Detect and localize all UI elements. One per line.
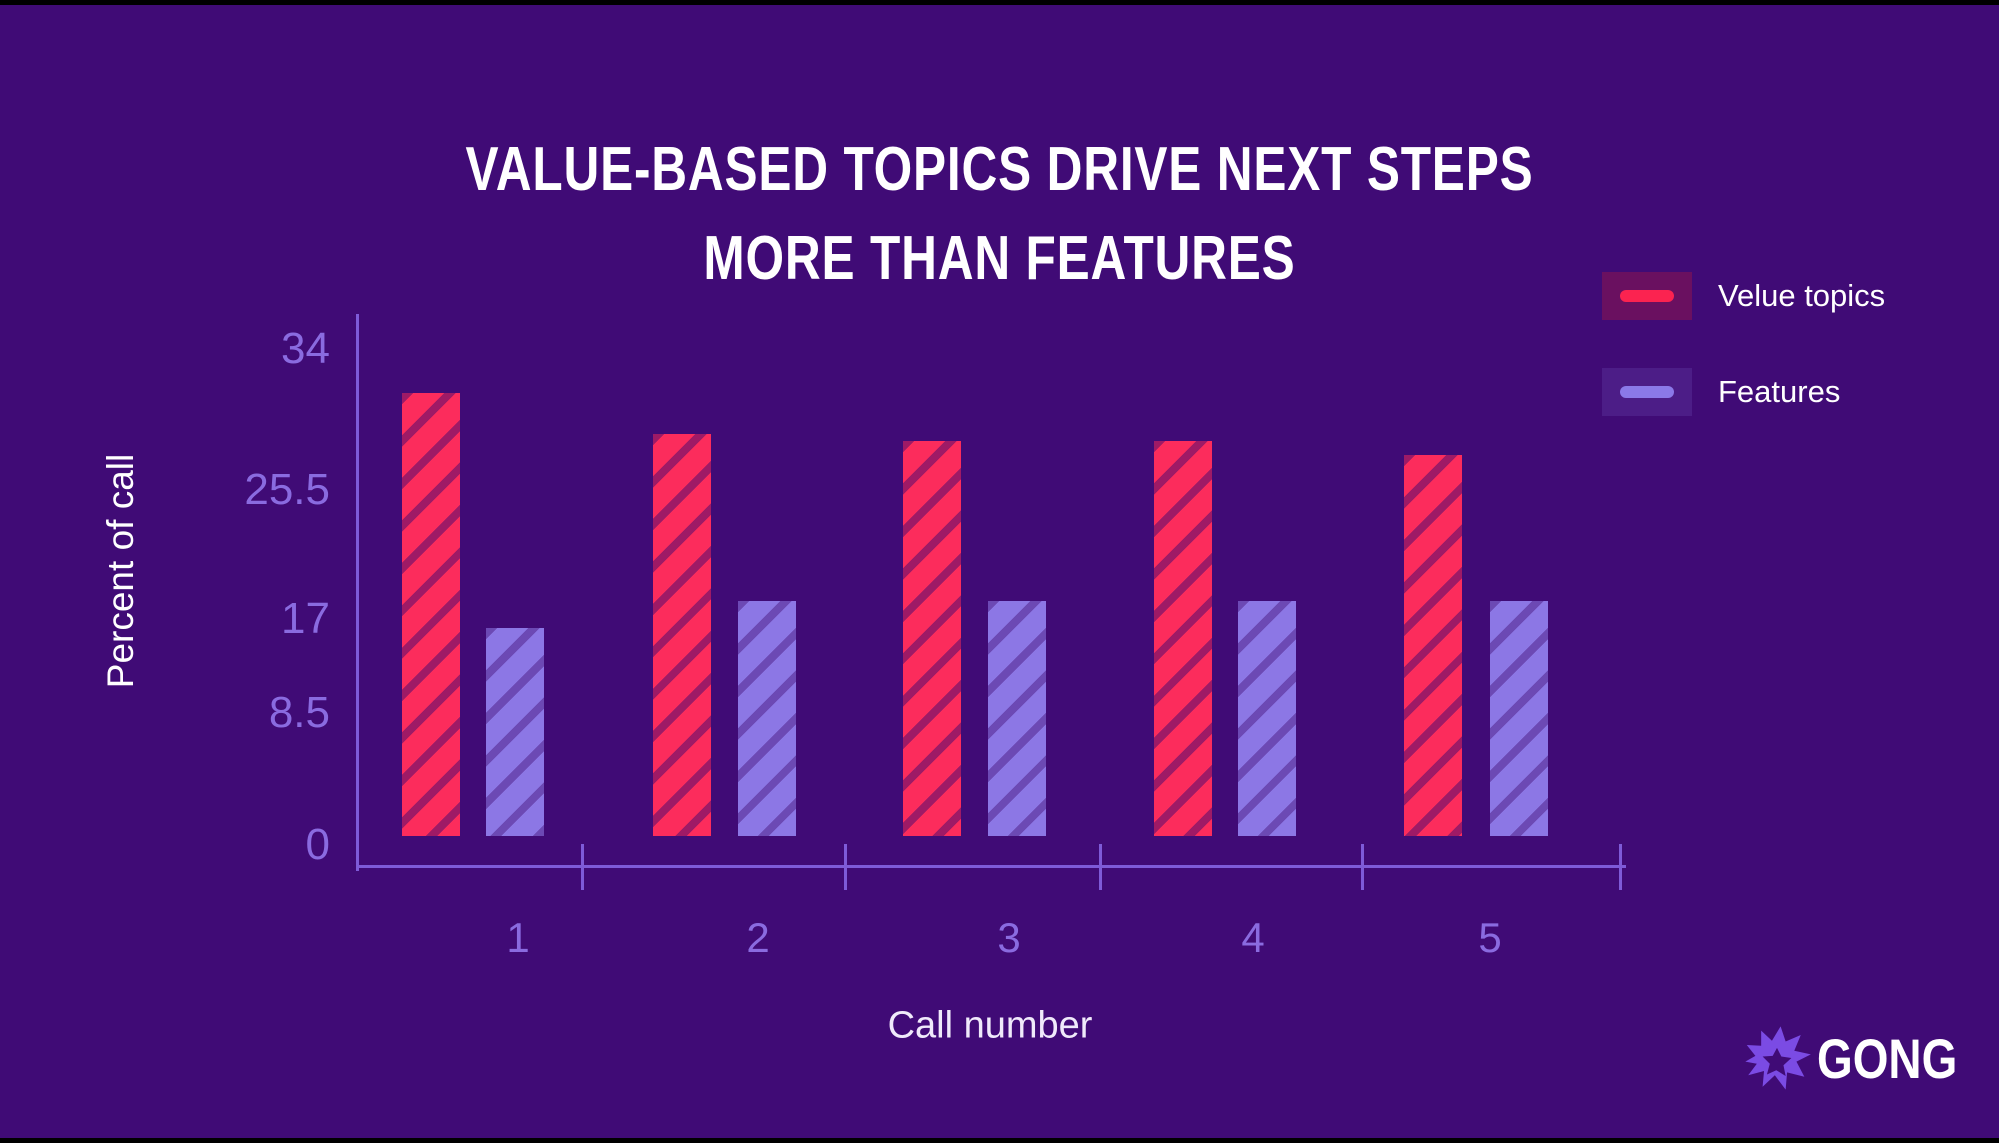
y-axis-line [356,314,359,871]
legend-label-value-topics: Velue topics [1718,278,1886,313]
bar-value-topics-1 [402,393,460,836]
gong-logo: GONG [1741,1020,1988,1096]
legend-item-features: Features [1602,368,1885,416]
legend: Velue topics Features [1602,272,1885,464]
chart-title-line-1: VALUE-BASED TOPICS DRIVE NEXT STEPS [465,134,1534,204]
bar-features-4 [1238,601,1296,836]
x-tick-label-4: 4 [1241,914,1265,961]
x-axis-tick-5 [1619,844,1622,890]
x-axis-line [356,865,1626,868]
top-black-strip [0,0,1999,5]
value-topics-dash-icon [1620,290,1674,302]
x-axis-tick-3 [1099,844,1102,890]
chart-title-line-2: MORE THAN FEATURES [703,223,1296,293]
x-axis-tick-4 [1361,844,1364,890]
y-tick-label-34: 34 [281,323,330,373]
legend-item-value-topics: Velue topics [1602,272,1885,320]
x-tick-label-5: 5 [1478,914,1502,961]
y-tick-label-25.5: 25.5 [244,465,330,515]
y-axis-tick-labels: 34 25.5 17 8.5 0 [0,314,330,869]
plot-area: 1 2 3 4 5 [356,314,1632,961]
x-tick-label-1: 1 [506,914,530,961]
bar-value-topics-3 [903,441,961,836]
bar-features-3 [988,601,1046,836]
y-tick-label-8.5: 8.5 [268,687,330,737]
legend-swatch-value-topics [1602,272,1692,320]
chart-title: VALUE-BASED TOPICS DRIVE NEXT STEPS MORE… [0,125,1999,303]
bar-value-topics-5 [1404,455,1462,836]
x-axis-tick-1 [581,844,584,890]
gong-wordmark: GONG [1817,1026,1958,1090]
x-tick-label-2: 2 [746,914,770,961]
x-axis-tick-2 [844,844,847,890]
x-axis-title: Call number [887,1004,1093,1047]
legend-swatch-features [1602,368,1692,416]
bar-features-1 [486,628,544,836]
bar-value-topics-4 [1154,441,1212,836]
features-dash-icon [1620,386,1674,398]
x-tick-label-3: 3 [997,914,1021,961]
bar-features-5 [1490,601,1548,836]
bottom-black-strip [0,1138,1999,1143]
bar-features-2 [738,601,796,836]
legend-label-features: Features [1718,374,1841,409]
bar-value-topics-2 [653,434,711,836]
y-tick-label-17: 17 [281,594,330,644]
y-tick-label-0: 0 [305,819,330,869]
gong-starburst-icon [1745,1026,1811,1090]
